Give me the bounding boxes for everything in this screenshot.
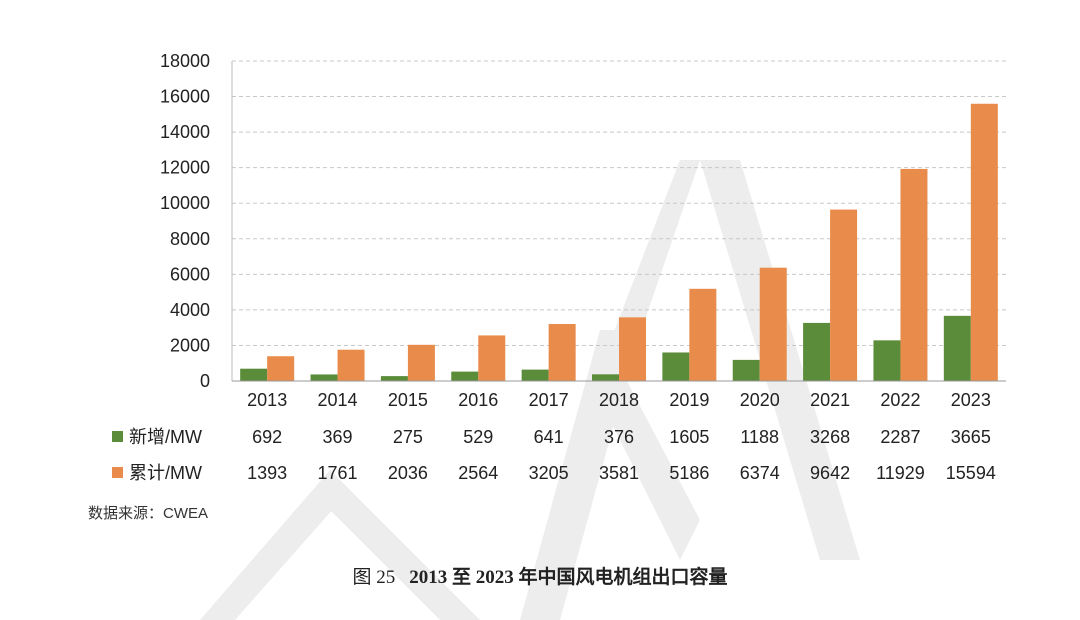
- figure-caption: 图 25 2013 至 2023 年中国风电机组出口容量: [0, 566, 1080, 590]
- data-label: 369: [322, 427, 353, 447]
- bar-new-2016: [451, 371, 479, 381]
- data-label: 1188: [740, 427, 780, 447]
- x-tick-label: 2014: [318, 390, 358, 410]
- y-tick-label: 12000: [160, 158, 210, 178]
- bar-cumulative-2020: [759, 267, 787, 381]
- bar-new-2014: [310, 374, 338, 381]
- bar-cumulative-2017: [548, 324, 576, 381]
- bar-cumulative-2019: [689, 288, 717, 381]
- legend-entry: 累计/MW: [112, 462, 202, 484]
- data-label: 2036: [387, 463, 428, 483]
- legend-label: 新增/MW: [129, 427, 202, 447]
- bar-new-2023: [943, 315, 971, 381]
- data-label: 1393: [247, 463, 288, 483]
- x-tick-label: 2016: [458, 390, 498, 410]
- data-label: 692: [252, 427, 283, 447]
- data-label: 1761: [317, 463, 358, 483]
- bar-cumulative-2018: [619, 317, 646, 381]
- data-label: 5186: [669, 463, 710, 483]
- data-label: 376: [603, 427, 635, 447]
- figure-number: 图 25: [352, 567, 396, 588]
- y-tick-label: 2000: [170, 335, 210, 355]
- data-label: 1605: [669, 427, 710, 447]
- bar-new-2018: [592, 374, 619, 381]
- bar-new-2017: [521, 369, 549, 381]
- x-tick-label: 2015: [388, 390, 428, 410]
- data-label: 2287: [880, 427, 921, 447]
- data-label: 2564: [458, 463, 499, 483]
- data-label: 9642: [810, 463, 851, 483]
- data-label: 3665: [950, 427, 991, 447]
- y-tick-label: 18000: [160, 51, 210, 71]
- data-label: 275: [392, 427, 423, 447]
- x-tick-label: 2013: [247, 390, 287, 410]
- bar-cumulative-2013: [267, 356, 295, 381]
- legend-swatch: [112, 431, 123, 442]
- x-tick-label: 2020: [740, 390, 780, 410]
- data-label: 11929: [876, 463, 925, 483]
- bar-cumulative-2022: [900, 168, 928, 381]
- y-tick-label: 14000: [160, 122, 210, 142]
- bar-cumulative-2023: [970, 103, 998, 382]
- data-label: 3205: [528, 463, 569, 483]
- bar-new-2022: [873, 340, 901, 381]
- x-tick-label: 2021: [810, 390, 850, 410]
- y-tick-label: 8000: [170, 229, 210, 249]
- legend-swatch: [112, 467, 123, 478]
- data-label: 3581: [598, 463, 640, 483]
- bar-cumulative-2015: [407, 344, 435, 381]
- legend-label: 累计/MW: [129, 463, 202, 483]
- legend-entry: 新增/MW: [112, 426, 202, 448]
- bar-new-2020: [732, 359, 760, 381]
- data-label: 641: [533, 427, 564, 447]
- data-source: 数据来源：CWEA: [88, 505, 209, 522]
- bar-cumulative-2016: [478, 335, 506, 381]
- bar-new-2015: [380, 376, 408, 381]
- x-tick-label: 2023: [951, 390, 991, 410]
- bar-new-2019: [662, 352, 690, 381]
- y-tick-label: 4000: [170, 300, 210, 320]
- data-label: 15594: [945, 463, 996, 483]
- x-tick-label: 2022: [880, 390, 920, 410]
- y-tick-label: 16000: [160, 87, 210, 107]
- x-tick-label: 2017: [529, 390, 569, 410]
- watermark-stroke: [320, 470, 480, 620]
- x-tick-label: 2019: [669, 390, 709, 410]
- bar-new-2013: [240, 368, 268, 381]
- watermark-stroke: [200, 470, 350, 620]
- data-label: 529: [463, 427, 494, 447]
- y-tick-label: 10000: [160, 193, 210, 213]
- x-tick-label: 2018: [599, 390, 639, 410]
- data-label: 6374: [739, 463, 780, 483]
- bar-cumulative-2014: [337, 349, 365, 381]
- y-tick-label: 6000: [170, 264, 210, 284]
- data-label: 3268: [810, 427, 851, 447]
- y-tick-label: 0: [200, 371, 210, 391]
- bar-cumulative-2021: [830, 209, 858, 381]
- figure-title: 2013 至 2023 年中国风电机组出口容量: [409, 567, 728, 588]
- bar-new-2021: [803, 322, 831, 381]
